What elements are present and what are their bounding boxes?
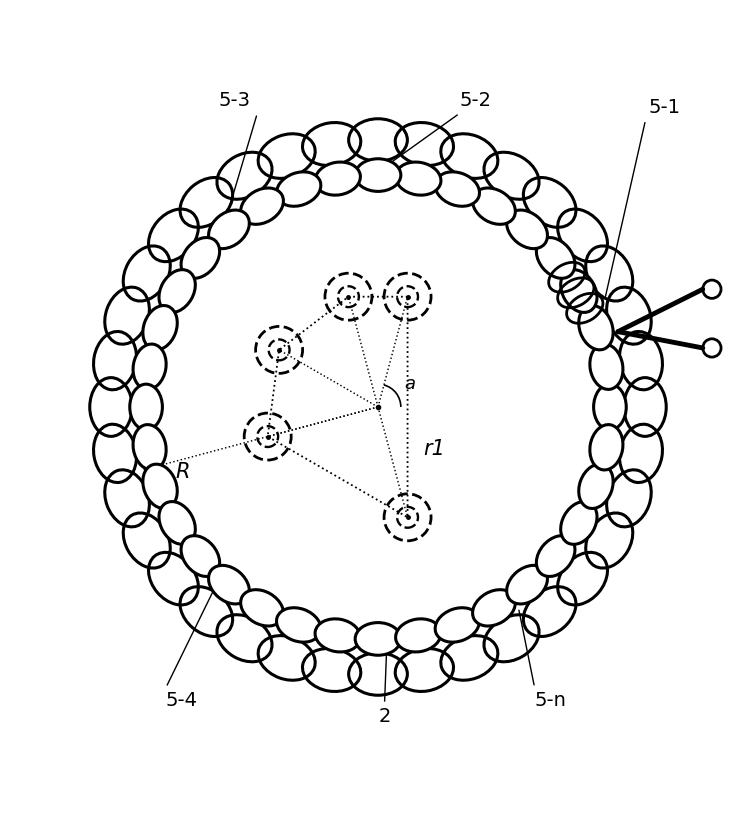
Ellipse shape [355,623,401,655]
Ellipse shape [435,172,479,206]
Ellipse shape [209,210,249,248]
Ellipse shape [130,384,163,430]
Text: r1: r1 [423,440,445,459]
Ellipse shape [143,305,177,350]
Text: a: a [404,375,415,393]
Ellipse shape [395,162,441,195]
Ellipse shape [590,344,623,389]
Text: 5-2: 5-2 [460,91,491,110]
Ellipse shape [240,589,284,626]
Text: 5-3: 5-3 [218,91,251,110]
Ellipse shape [315,162,361,195]
Ellipse shape [159,501,195,545]
Ellipse shape [472,188,516,225]
Ellipse shape [181,238,220,278]
Text: 5-1: 5-1 [649,98,681,116]
Ellipse shape [435,608,479,642]
Ellipse shape [143,464,177,509]
Ellipse shape [536,536,575,576]
Ellipse shape [561,501,597,545]
Ellipse shape [507,210,547,248]
Ellipse shape [593,384,626,430]
Text: 5-n: 5-n [534,691,566,710]
Ellipse shape [355,159,401,191]
Ellipse shape [133,344,166,389]
Ellipse shape [590,425,623,470]
Ellipse shape [209,566,249,604]
Ellipse shape [395,619,441,652]
Text: R: R [175,462,190,482]
Ellipse shape [472,589,516,626]
Ellipse shape [536,238,575,278]
Ellipse shape [133,425,166,470]
Ellipse shape [159,269,195,313]
Ellipse shape [277,172,321,206]
Ellipse shape [579,305,613,350]
Ellipse shape [507,566,547,604]
Ellipse shape [579,464,613,509]
Text: 5-4: 5-4 [166,691,198,710]
Ellipse shape [561,269,597,313]
Ellipse shape [181,536,220,576]
Ellipse shape [277,608,321,642]
Text: 2: 2 [378,707,391,726]
Ellipse shape [315,619,361,652]
Ellipse shape [240,188,284,225]
